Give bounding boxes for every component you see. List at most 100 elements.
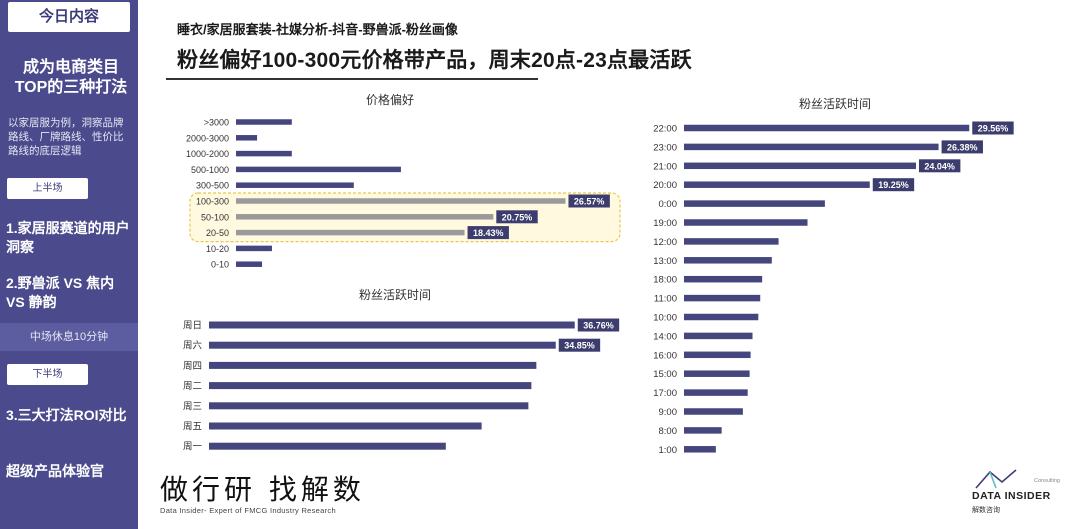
- data-label-bg: [467, 226, 509, 240]
- sidebar-tag-first-half[interactable]: 上半场: [7, 178, 88, 199]
- bar: [684, 124, 970, 132]
- sidebar-item-roi-compare[interactable]: 3.三大打法ROI对比: [6, 407, 127, 423]
- tick-label: 20:00: [653, 180, 677, 191]
- bar: [684, 427, 722, 434]
- bar: [236, 214, 494, 220]
- bar: [684, 162, 916, 170]
- data-label-bg: [568, 194, 610, 208]
- bar: [209, 361, 537, 369]
- tick-label: 周四: [183, 361, 202, 372]
- tick-label: >3000: [204, 118, 229, 128]
- bar: [209, 382, 532, 390]
- bar: [209, 321, 575, 329]
- data-label: 26.38%: [947, 142, 978, 152]
- bar: [684, 408, 743, 415]
- tick-label: 0-10: [211, 260, 229, 270]
- tick-label: 8:00: [659, 426, 678, 437]
- tick-label: 周六: [183, 340, 203, 352]
- data-label-bg: [941, 140, 983, 154]
- tick-label: 10:00: [653, 313, 677, 324]
- sidebar-description: 以家居服为例，洞察品牌路线、厂牌路线、性价比路线的底层逻辑: [8, 117, 124, 157]
- tick-label: 10-20: [206, 244, 229, 254]
- tick-label: 周日: [183, 321, 202, 332]
- sidebar-heading-line2: TOP的三种打法: [14, 79, 128, 96]
- data-label: 19.25%: [878, 180, 909, 190]
- bar: [684, 181, 870, 188]
- page-title: 粉丝偏好100-300元价格带产品，周末20点-23点最活跃: [177, 49, 692, 72]
- bar: [236, 150, 292, 157]
- bar: [684, 446, 716, 453]
- data-label-bg: [558, 338, 601, 352]
- bar: [684, 313, 759, 321]
- chart-title-hour: 粉丝活跃时间: [798, 97, 871, 111]
- data-label: 36.76%: [583, 321, 614, 331]
- logo-consulting-text: Consulting: [1034, 478, 1060, 484]
- bar: [209, 402, 529, 410]
- tick-label: 500-1000: [191, 165, 229, 175]
- data-label: 26.57%: [574, 197, 605, 207]
- sidebar-heading-line1: 成为电商类目: [22, 59, 119, 76]
- bar: [209, 341, 556, 349]
- bar: [236, 119, 292, 125]
- sidebar-item-brand-compare[interactable]: 2.野兽派 VS 焦内 VS 静韵: [6, 275, 115, 310]
- tick-label: 22:00: [653, 124, 677, 135]
- chart-title-price: 价格偏好: [365, 93, 414, 107]
- data-label: 20.75%: [502, 212, 533, 222]
- tick-label: 21:00: [653, 161, 677, 172]
- data-label-bg: [972, 121, 1014, 135]
- tick-label: 19:00: [653, 218, 677, 229]
- data-label: 24.04%: [924, 161, 955, 171]
- data-label-bg: [577, 318, 620, 332]
- tick-label: 23:00: [653, 142, 677, 153]
- bar: [209, 442, 446, 450]
- title-underline: [166, 78, 538, 80]
- bar: [209, 422, 482, 430]
- bar: [684, 351, 751, 359]
- sidebar-title: 今日内容: [8, 2, 130, 32]
- bar: [684, 294, 761, 302]
- bar: [684, 332, 753, 340]
- data-insider-logo: Consulting DATA INSIDER 解数咨询: [972, 468, 1068, 520]
- page-kicker: 睡衣/家居服套装-社媒分析-抖音-野兽派-粉丝画像: [177, 22, 458, 37]
- bar: [684, 257, 772, 264]
- data-label: 29.56%: [978, 124, 1009, 134]
- tick-label: 300-500: [196, 181, 229, 191]
- sidebar-item-product-experience[interactable]: 超级产品体验官: [6, 463, 104, 479]
- bar: [684, 200, 825, 207]
- bar: [684, 219, 808, 226]
- tick-label: 13:00: [653, 256, 677, 267]
- data-label: 34.85%: [564, 341, 595, 351]
- bar: [684, 389, 748, 396]
- tick-label: 50-100: [201, 212, 229, 222]
- brand-slogan: 做行研 找解数: [160, 473, 365, 506]
- sidebar-tag-second-half[interactable]: 下半场: [7, 364, 88, 385]
- chart-title-weekday: 粉丝活跃时间: [358, 288, 431, 302]
- bar: [236, 135, 258, 141]
- bar: [236, 198, 566, 204]
- tick-label: 17:00: [653, 388, 677, 399]
- tick-label: 1000-2000: [186, 149, 229, 159]
- sidebar-heading: 成为电商类目 TOP的三种打法: [6, 58, 136, 98]
- data-label: 18.43%: [473, 228, 504, 238]
- tick-label: 16:00: [653, 350, 677, 361]
- tick-label: 周二: [183, 381, 202, 392]
- sidebar: 今日内容 成为电商类目 TOP的三种打法 以家居服为例，洞察品牌路线、厂牌路线、…: [0, 0, 138, 529]
- tick-label: 周一: [183, 442, 203, 453]
- tick-label: 1:00: [659, 445, 678, 456]
- bar: [684, 143, 939, 151]
- bar: [236, 182, 354, 188]
- bar: [684, 238, 779, 245]
- tick-label: 0:00: [659, 199, 678, 210]
- data-label-bg: [918, 159, 961, 173]
- tick-label: 9:00: [659, 407, 678, 418]
- logo-subtext: 解数咨询: [972, 507, 1000, 514]
- data-label-bg: [872, 178, 915, 192]
- tick-label: 18:00: [653, 275, 677, 286]
- logo-mark-icon: [975, 469, 1017, 489]
- sidebar-item-user-insight[interactable]: 1.家居服赛道的用户洞察: [6, 220, 130, 255]
- brand-subtitle: Data Insider- Expert of FMCG Industry Re…: [160, 506, 336, 515]
- bar: [236, 245, 272, 252]
- bar: [684, 370, 750, 377]
- sidebar-break: 中场休息10分钟: [0, 323, 138, 351]
